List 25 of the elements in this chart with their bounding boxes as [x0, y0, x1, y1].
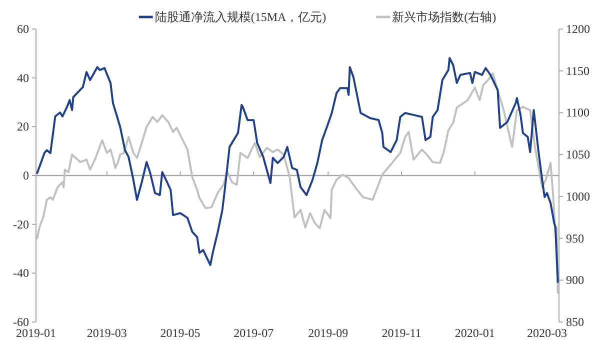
x-tick-label: 2019-01 — [16, 326, 56, 340]
x-tick-label: 2019-03 — [86, 326, 127, 340]
legend-label: 陆股通净流入规模(15MA，亿元) — [154, 10, 326, 24]
y2-tick-label: 950 — [566, 231, 584, 246]
y-tick-label: 40 — [17, 70, 29, 85]
y2-tick-label: 900 — [566, 273, 584, 288]
y2-tick-label: 1100 — [566, 106, 590, 120]
y-tick-label: -40 — [13, 266, 29, 280]
x-tick-label: 2019-09 — [308, 326, 348, 340]
y-tick-label: -20 — [13, 217, 29, 232]
x-tick-label: 2020-03 — [526, 326, 567, 340]
y2-tick-label: 1200 — [566, 22, 590, 36]
x-tick-label: 2019-05 — [160, 326, 200, 340]
y2-tick-label: 1050 — [566, 148, 590, 162]
x-tick-label: 2019-11 — [382, 326, 422, 340]
y-tick-label: -60 — [13, 315, 29, 329]
x-tick-label: 2019-07 — [234, 326, 274, 340]
y-tick-label: 20 — [17, 120, 29, 134]
y2-tick-label: 1000 — [566, 189, 590, 204]
legend-label: 新兴市场指数(右轴) — [392, 10, 496, 24]
y-tick-label: 0 — [23, 168, 29, 182]
y2-tick-label: 850 — [566, 315, 584, 329]
y-tick-label: 60 — [17, 22, 29, 36]
y2-tick-label: 1150 — [566, 64, 590, 78]
x-tick-label: 2020-01 — [454, 326, 495, 340]
